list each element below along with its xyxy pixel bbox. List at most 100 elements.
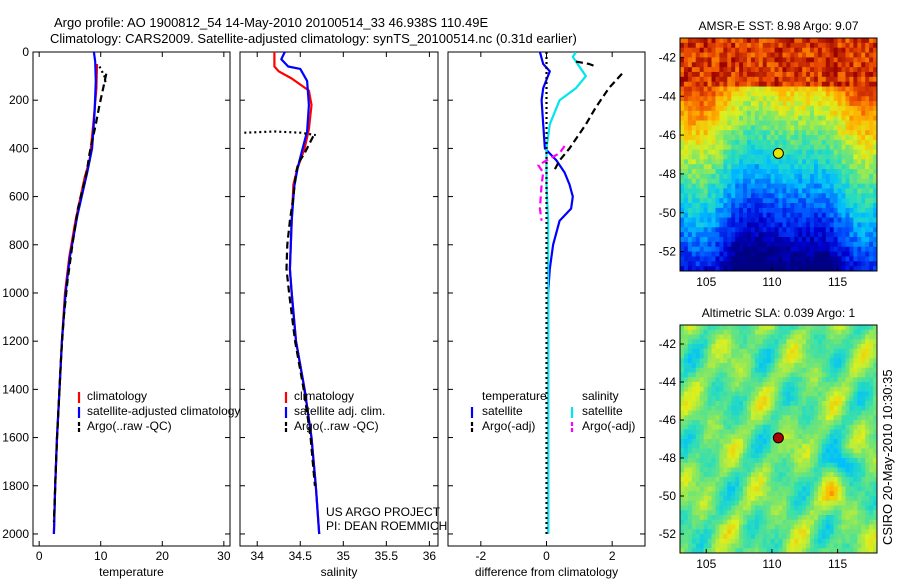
heatmap-cell bbox=[786, 353, 791, 359]
heatmap-cell bbox=[873, 505, 878, 511]
heatmap-cell bbox=[869, 443, 874, 449]
heatmap-cell bbox=[849, 382, 854, 388]
heatmap-cell bbox=[821, 429, 827, 435]
heatmap-cell bbox=[829, 529, 835, 535]
heatmap-cell bbox=[798, 38, 803, 44]
heatmap-cell bbox=[723, 372, 728, 378]
heatmap-cell bbox=[821, 241, 827, 248]
heatmap-cell bbox=[806, 164, 811, 170]
heatmap-cell bbox=[746, 71, 752, 78]
heatmap-cell bbox=[849, 207, 854, 214]
heatmap-cell bbox=[687, 251, 693, 257]
heatmap-cell bbox=[825, 86, 831, 92]
heatmap-cell bbox=[727, 135, 732, 141]
heatmap-cell bbox=[825, 424, 831, 430]
heatmap-cell bbox=[806, 515, 811, 521]
x-axis-label-salinity: salinity bbox=[321, 565, 358, 579]
heatmap-cell bbox=[687, 334, 693, 340]
heatmap-cell bbox=[739, 81, 744, 87]
heatmap-cell bbox=[758, 67, 764, 73]
heatmap-cell bbox=[703, 115, 708, 121]
heatmap-cell bbox=[825, 491, 831, 497]
heatmap-cell bbox=[873, 391, 878, 397]
heatmap-cell bbox=[762, 232, 768, 238]
heatmap-cell bbox=[723, 130, 728, 136]
heatmap-cell bbox=[837, 198, 842, 204]
heatmap-cell bbox=[731, 198, 736, 204]
heatmap-cell bbox=[770, 193, 775, 199]
heatmap-cell bbox=[802, 524, 807, 530]
heatmap-cell bbox=[821, 534, 827, 540]
heatmap-cell bbox=[845, 401, 850, 407]
heatmap-cell bbox=[841, 367, 846, 373]
heatmap-cell bbox=[841, 232, 846, 238]
heatmap-cell bbox=[849, 458, 854, 464]
heatmap-cell bbox=[746, 144, 752, 151]
heatmap-cell bbox=[873, 467, 878, 473]
heatmap-cell bbox=[825, 534, 831, 540]
heatmap-cell bbox=[750, 130, 756, 136]
heatmap-cell bbox=[790, 434, 795, 440]
heatmap-cell bbox=[790, 139, 795, 146]
map-x-tick-label: 105 bbox=[696, 275, 716, 289]
heatmap-cell bbox=[762, 458, 768, 464]
heatmap-cell bbox=[841, 396, 846, 402]
heatmap-cell bbox=[731, 439, 736, 445]
heatmap-cell bbox=[723, 391, 728, 397]
heatmap-cell bbox=[699, 429, 705, 435]
heatmap-cell bbox=[707, 256, 712, 262]
heatmap-cell bbox=[833, 410, 838, 416]
heatmap-cell bbox=[691, 377, 697, 383]
heatmap-cell bbox=[762, 443, 768, 449]
heatmap-cell bbox=[774, 183, 779, 189]
heatmap-cell bbox=[683, 217, 689, 223]
heatmap-cell bbox=[849, 81, 854, 87]
heatmap-cell bbox=[829, 534, 835, 540]
heatmap-cell bbox=[735, 467, 740, 473]
heatmap-cell bbox=[715, 237, 720, 243]
heatmap-cell bbox=[735, 256, 740, 262]
heatmap-cell bbox=[861, 448, 866, 454]
heatmap-cell bbox=[821, 382, 827, 388]
heatmap-cell bbox=[680, 339, 685, 345]
heatmap-cell bbox=[703, 529, 708, 535]
heatmap-cell bbox=[806, 529, 811, 535]
heatmap-cell bbox=[853, 396, 858, 402]
heatmap-cell bbox=[802, 154, 807, 160]
heatmap-cell bbox=[837, 401, 842, 407]
heatmap-cell bbox=[735, 86, 740, 92]
heatmap-cell bbox=[774, 420, 779, 426]
heatmap-cell bbox=[865, 237, 870, 243]
heatmap-cell bbox=[841, 130, 846, 136]
heatmap-cell bbox=[794, 548, 799, 554]
heatmap-cell bbox=[821, 453, 827, 459]
heatmap-cell bbox=[687, 462, 693, 468]
heatmap-cell bbox=[841, 538, 846, 544]
heatmap-cell bbox=[802, 434, 807, 440]
heatmap-cell bbox=[758, 344, 764, 350]
heatmap-cell bbox=[845, 115, 850, 121]
heatmap-cell bbox=[869, 212, 874, 218]
heatmap-cell bbox=[853, 344, 858, 350]
heatmap-cell bbox=[798, 510, 803, 516]
heatmap-cell bbox=[711, 486, 716, 492]
heatmap-cell bbox=[703, 251, 708, 257]
heatmap-cell bbox=[715, 382, 720, 388]
heatmap-cell bbox=[754, 86, 760, 92]
heatmap-cell bbox=[817, 443, 823, 449]
heatmap-cell bbox=[841, 96, 846, 102]
heatmap-cell bbox=[786, 548, 791, 554]
heatmap-cell bbox=[719, 47, 724, 53]
heatmap-cell bbox=[841, 120, 846, 126]
heatmap-cell bbox=[794, 52, 799, 58]
heatmap-cell bbox=[861, 139, 866, 146]
heatmap-cell bbox=[802, 130, 807, 136]
heatmap-cell bbox=[687, 325, 693, 331]
heatmap-cell bbox=[806, 448, 811, 454]
x-tick-label-salinity: 35 bbox=[337, 549, 351, 563]
heatmap-cell bbox=[774, 139, 779, 146]
heatmap-cell bbox=[719, 519, 724, 525]
heatmap-cell bbox=[837, 453, 842, 459]
heatmap-cell bbox=[802, 448, 807, 454]
heatmap-cell bbox=[837, 396, 842, 402]
